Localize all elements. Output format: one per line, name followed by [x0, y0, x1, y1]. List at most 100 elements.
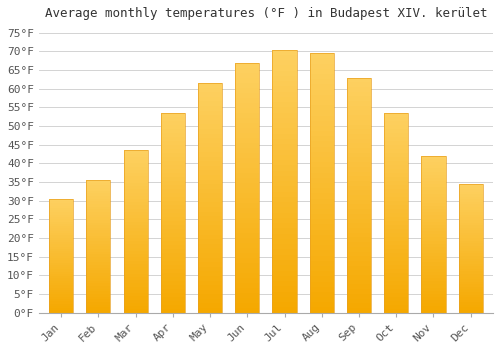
Bar [198, 234, 222, 239]
Bar [235, 303, 260, 308]
Bar [272, 297, 296, 302]
Bar [347, 92, 371, 96]
Bar [310, 266, 334, 271]
Bar [198, 184, 222, 189]
Bar [384, 269, 408, 273]
Bar [310, 261, 334, 266]
Bar [384, 133, 408, 137]
Bar [310, 240, 334, 245]
Bar [235, 173, 260, 177]
Bar [198, 189, 222, 193]
Bar [272, 255, 296, 260]
Bar [347, 106, 371, 111]
Bar [272, 276, 296, 281]
Bar [160, 213, 185, 217]
Bar [384, 257, 408, 261]
Bar [49, 267, 73, 270]
Bar [235, 188, 260, 193]
Bar [422, 294, 446, 297]
Bar [86, 236, 110, 238]
Bar [422, 231, 446, 234]
Bar [160, 297, 185, 301]
Bar [347, 101, 371, 106]
Bar [160, 229, 185, 233]
Bar [384, 149, 408, 153]
Bar [49, 281, 73, 283]
Bar [384, 189, 408, 193]
Bar [458, 243, 483, 246]
Bar [422, 159, 446, 162]
Bar [272, 213, 296, 218]
Bar [422, 216, 446, 219]
Bar [235, 253, 260, 258]
Bar [124, 215, 148, 218]
Bar [124, 228, 148, 231]
Bar [422, 250, 446, 253]
Bar [272, 234, 296, 239]
Bar [86, 246, 110, 249]
Bar [347, 299, 371, 303]
Bar [160, 133, 185, 137]
Bar [347, 280, 371, 285]
Bar [160, 209, 185, 213]
Bar [458, 223, 483, 225]
Bar [422, 209, 446, 212]
Bar [49, 297, 73, 299]
Bar [124, 189, 148, 193]
Bar [235, 308, 260, 313]
Bar [384, 169, 408, 173]
Bar [310, 183, 334, 188]
Bar [86, 233, 110, 236]
Bar [124, 160, 148, 163]
Bar [458, 297, 483, 300]
Bar [198, 198, 222, 202]
Bar [272, 92, 296, 97]
Bar [347, 172, 371, 176]
Bar [198, 299, 222, 303]
Bar [198, 83, 222, 88]
Bar [49, 247, 73, 249]
Bar [384, 217, 408, 221]
Bar [86, 249, 110, 252]
Bar [347, 289, 371, 294]
Bar [347, 228, 371, 233]
Bar [347, 237, 371, 242]
Bar [160, 309, 185, 313]
Bar [124, 193, 148, 196]
Bar [86, 217, 110, 220]
Bar [384, 261, 408, 265]
Bar [458, 184, 483, 313]
Bar [384, 229, 408, 233]
Bar [310, 116, 334, 121]
Bar [458, 246, 483, 248]
Bar [198, 225, 222, 230]
Bar [86, 305, 110, 307]
Bar [235, 218, 260, 223]
Bar [160, 121, 185, 125]
Bar [310, 287, 334, 292]
Bar [384, 221, 408, 225]
Bar [422, 200, 446, 203]
Bar [160, 197, 185, 201]
Bar [272, 128, 296, 134]
Bar [272, 71, 296, 76]
Bar [160, 281, 185, 285]
Bar [384, 161, 408, 165]
Bar [49, 208, 73, 210]
Bar [347, 209, 371, 214]
Bar [49, 308, 73, 310]
Bar [235, 243, 260, 248]
Bar [235, 228, 260, 233]
Bar [458, 204, 483, 207]
Bar [124, 274, 148, 277]
Bar [86, 273, 110, 275]
Bar [49, 294, 73, 297]
Bar [384, 213, 408, 217]
Bar [347, 167, 371, 172]
Bar [235, 168, 260, 173]
Bar [310, 307, 334, 313]
Bar [124, 167, 148, 170]
Bar [347, 266, 371, 270]
Bar [198, 294, 222, 299]
Bar [160, 249, 185, 253]
